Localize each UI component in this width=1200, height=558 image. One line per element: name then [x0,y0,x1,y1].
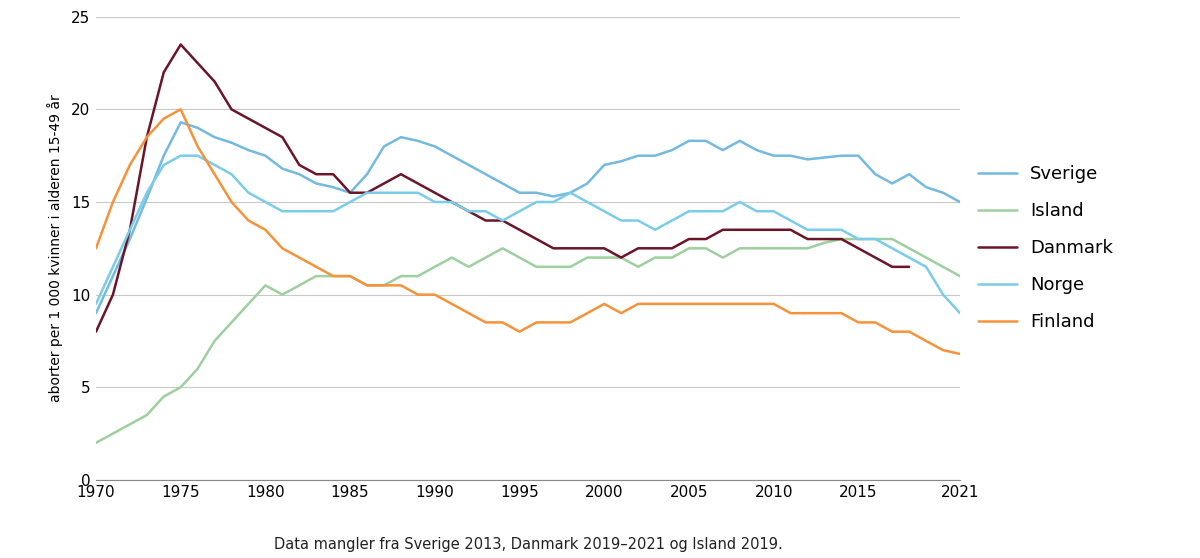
Danmark [241,116,256,122]
Danmark [902,263,917,270]
Norge [410,189,425,196]
Danmark [360,189,374,196]
Danmark [886,263,900,270]
Text: Data mangler fra Sverige 2013, Danmark 2019–2021 og Island 2019.: Data mangler fra Sverige 2013, Danmark 2… [274,537,782,552]
Danmark [410,180,425,187]
Y-axis label: aborter per 1 000 kvinner i alderen 15-49 år: aborter per 1 000 kvinner i alderen 15-4… [47,94,62,402]
Sverige [953,199,967,205]
Finland [631,301,646,307]
Danmark [462,208,476,215]
Danmark [106,291,120,298]
Danmark [851,245,865,252]
Danmark [732,227,746,233]
Legend: Sverige, Island, Danmark, Norge, Finland: Sverige, Island, Danmark, Norge, Finland [978,165,1112,331]
Danmark [580,245,594,252]
Danmark [394,171,408,177]
Finland [953,350,967,357]
Danmark [598,245,612,252]
Norge [631,217,646,224]
Sverige [936,189,950,196]
Danmark [715,227,730,233]
Sverige [174,119,188,126]
Danmark [444,199,458,205]
Danmark [156,69,170,76]
Danmark [377,180,391,187]
Line: Sverige: Sverige [96,122,960,313]
Norge [89,301,103,307]
Island [360,282,374,288]
Danmark [665,245,679,252]
Danmark [89,328,103,335]
Danmark [512,227,527,233]
Danmark [292,162,306,169]
Norge [156,162,170,169]
Danmark [614,254,629,261]
Finland [902,328,917,335]
Danmark [784,227,798,233]
Danmark [174,41,188,48]
Finland [512,328,527,335]
Danmark [817,235,832,242]
Sverige [715,147,730,153]
Island [834,235,848,242]
Danmark [224,106,239,113]
Line: Island: Island [96,239,960,443]
Sverige [665,147,679,153]
Danmark [310,171,324,177]
Danmark [258,124,272,131]
Danmark [479,217,493,224]
Danmark [191,60,205,66]
Island [698,245,713,252]
Danmark [343,189,358,196]
Island [648,254,662,261]
Island [275,291,289,298]
Sverige [89,310,103,316]
Finland [410,291,425,298]
Line: Norge: Norge [96,156,960,313]
Danmark [326,171,341,177]
Sverige [360,171,374,177]
Norge [174,152,188,159]
Danmark [834,235,848,242]
Danmark [122,227,137,233]
Danmark [139,134,154,141]
Danmark [800,235,815,242]
Norge [953,310,967,316]
Island [953,273,967,280]
Danmark [496,217,510,224]
Finland [665,301,679,307]
Line: Danmark: Danmark [96,45,910,331]
Finland [156,116,170,122]
Danmark [208,78,222,85]
Danmark [648,245,662,252]
Sverige [292,171,306,177]
Danmark [546,245,560,252]
Danmark [750,227,764,233]
Norge [512,208,527,215]
Island [343,273,358,280]
Danmark [767,227,781,233]
Danmark [529,235,544,242]
Danmark [563,245,577,252]
Danmark [631,245,646,252]
Norge [902,254,917,261]
Finland [174,106,188,113]
Danmark [427,189,442,196]
Danmark [698,235,713,242]
Island [89,440,103,446]
Danmark [682,235,696,242]
Island [936,263,950,270]
Norge [665,217,679,224]
Danmark [868,254,882,261]
Danmark [275,134,289,141]
Sverige [377,143,391,150]
Finland [89,245,103,252]
Line: Finland: Finland [96,109,960,354]
